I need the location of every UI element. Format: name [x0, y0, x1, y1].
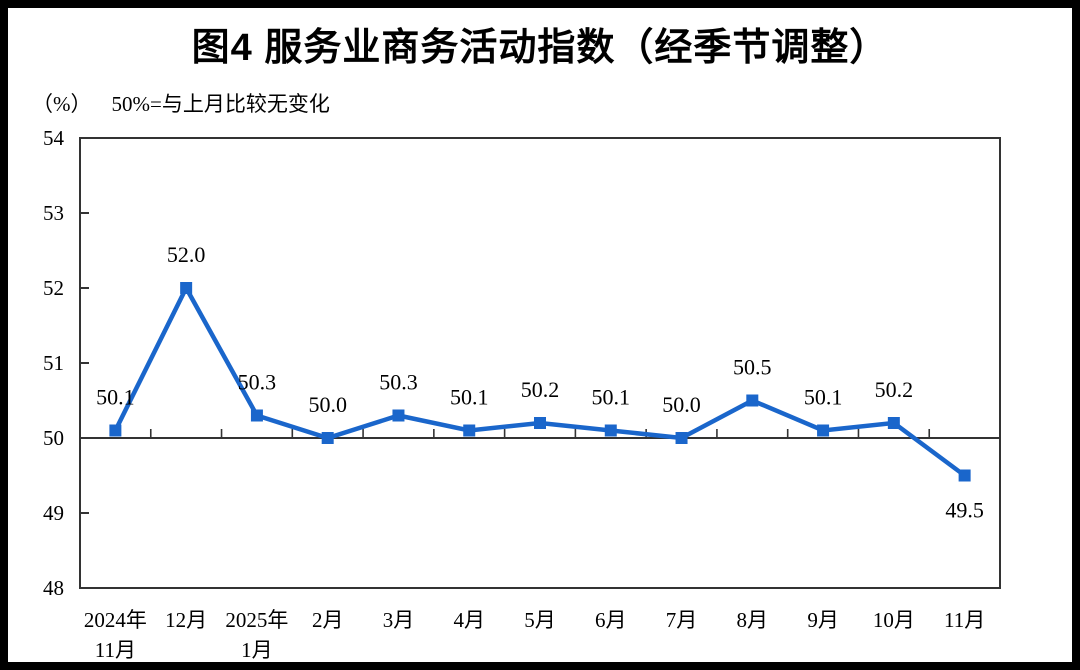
data-point-marker — [746, 394, 759, 407]
x-axis-label: 9月 — [807, 608, 839, 632]
x-axis-label: 2025年 — [225, 608, 288, 632]
x-axis-label: 4月 — [453, 608, 485, 632]
data-value-label: 50.3 — [379, 370, 418, 395]
data-value-label: 50.3 — [238, 370, 277, 395]
x-axis-label: 12月 — [165, 608, 207, 632]
data-point-marker — [180, 282, 193, 294]
data-value-label: 50.2 — [521, 377, 560, 402]
data-point-marker — [675, 432, 688, 444]
reference-line-note: 50%=与上月比较无变化 — [111, 92, 330, 116]
y-tick-label: 49 — [43, 501, 64, 525]
data-point-marker — [321, 432, 334, 444]
data-point-marker — [109, 424, 122, 437]
x-axis-label: 8月 — [737, 608, 769, 632]
y-tick-label: 50 — [43, 426, 64, 450]
y-tick-label: 52 — [43, 276, 64, 300]
data-value-label: 50.1 — [804, 385, 843, 410]
x-axis-label: 3月 — [383, 608, 415, 632]
data-value-label: 49.5 — [945, 498, 984, 523]
data-point-marker — [534, 417, 546, 429]
data-value-label: 52.0 — [167, 242, 206, 267]
data-value-label: 50.1 — [96, 385, 135, 410]
y-tick-label: 48 — [43, 576, 64, 600]
data-value-label: 50.1 — [592, 385, 631, 410]
data-value-label: 50.0 — [308, 392, 347, 417]
x-axis-label: 10月 — [873, 608, 915, 632]
y-tick-label: 51 — [43, 351, 64, 375]
x-axis-label: 11月 — [944, 608, 985, 632]
data-point-marker — [250, 409, 263, 422]
data-value-label: 50.0 — [662, 392, 701, 417]
chart-title: 图4 服务业商务活动指数（经季节调整） — [191, 27, 889, 69]
x-axis-label: 7月 — [666, 608, 698, 632]
data-point-marker — [463, 424, 476, 437]
x-axis-label: 5月 — [524, 608, 556, 632]
plot-border — [79, 137, 1001, 589]
x-axis-label: 2024年 — [84, 608, 147, 632]
x-axis-label: 11月 — [95, 638, 136, 662]
y-axis-unit-label: （%） — [32, 92, 92, 116]
x-axis-label: 1月 — [241, 638, 273, 662]
data-point-marker — [604, 424, 617, 437]
data-point-marker — [817, 424, 830, 437]
y-tick-label: 53 — [43, 201, 64, 225]
x-axis-label: 2月 — [312, 608, 344, 632]
subtitle-row: （%） 50%=与上月比较无变化 — [32, 88, 330, 118]
data-point-marker — [958, 469, 971, 482]
y-tick-label: 54 — [43, 126, 65, 150]
x-axis-label: 6月 — [595, 608, 627, 632]
data-value-label: 50.2 — [875, 377, 914, 402]
data-value-label: 50.5 — [733, 355, 772, 380]
data-point-marker — [392, 409, 405, 422]
data-value-label: 50.1 — [450, 385, 489, 410]
data-point-marker — [887, 417, 900, 429]
